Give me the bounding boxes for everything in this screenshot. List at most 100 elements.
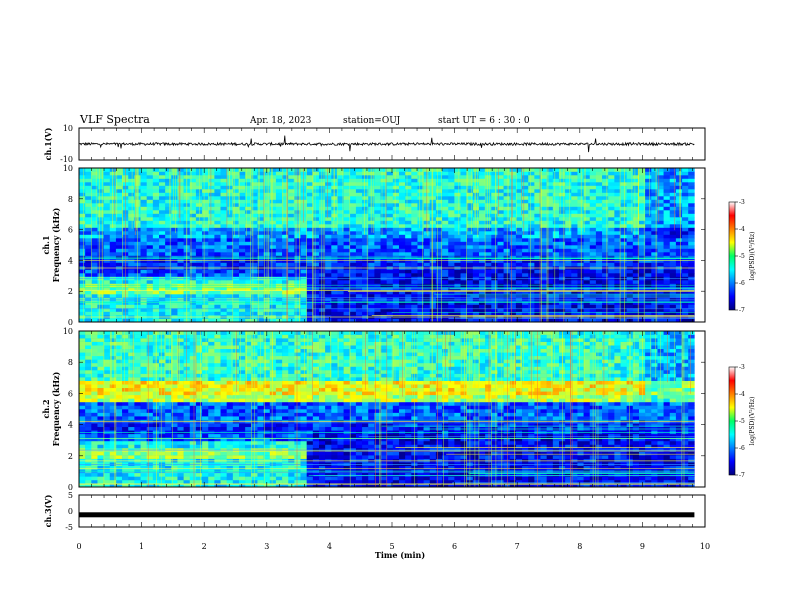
spectrogram-cell (688, 304, 695, 309)
spectrogram-cell (257, 231, 264, 235)
spectrogram-cell (620, 192, 627, 197)
spectrogram-cell (343, 262, 351, 267)
spectrogram-cell (651, 311, 658, 316)
spectrogram-cell (682, 259, 689, 263)
spectrogram-cell (140, 238, 147, 242)
spectrogram-cell (202, 231, 209, 235)
spectrogram-cell (417, 227, 424, 232)
spectrogram-cell (602, 178, 609, 183)
spectrogram-cell (528, 252, 535, 256)
spectrogram-cell (435, 238, 443, 242)
spectrogram-cell (663, 227, 671, 232)
spectrogram-cell (491, 297, 498, 302)
spectrogram-cell (540, 227, 547, 232)
spectrogram-cell (159, 269, 166, 274)
spectrogram-cell (442, 248, 449, 253)
spectrogram-cell (503, 210, 511, 214)
spectrogram-cell (528, 182, 535, 186)
spectrogram-cell (614, 203, 621, 207)
spectrogram-cell (195, 304, 203, 309)
spectrogram-cell (152, 273, 160, 277)
spectrogram-cell (454, 297, 461, 302)
spectrogram-cell (331, 220, 338, 225)
spectrogram-cell (325, 227, 332, 232)
spectrogram-cell (682, 217, 689, 221)
spectrogram-cell (245, 168, 252, 172)
ch1-ytick-top: 10 (63, 124, 73, 133)
spectrogram-cell (238, 287, 246, 291)
spectrogram-cell (152, 189, 160, 193)
spectrogram-cell (442, 210, 449, 214)
spectrogram-cell (515, 238, 523, 242)
spectrogram-cell (675, 196, 683, 200)
spectrogram-cell (429, 479, 437, 484)
spectrogram-cell (103, 206, 111, 211)
spectrogram-cell (595, 189, 603, 193)
spectrogram-cell (97, 192, 104, 197)
spectrogram-cell (589, 234, 597, 239)
spectrogram-cell (435, 262, 443, 267)
spectrogram-cell (522, 290, 529, 295)
spectrogram-cell (442, 311, 449, 316)
spectrogram-cell (349, 178, 357, 183)
spectrogram-cell (374, 175, 381, 179)
spectrogram-cell (522, 241, 529, 246)
spectrogram-cell (485, 308, 492, 312)
spectrogram-cell (331, 483, 338, 488)
spectrogram-cell (189, 308, 197, 312)
spectrogram-cell (275, 224, 283, 228)
spectrogram-cell (466, 196, 474, 200)
spectrogram-cell (306, 217, 314, 221)
spectrogram-cell (300, 273, 307, 277)
spectrogram-cell (171, 248, 178, 253)
spectrogram-cell (282, 227, 289, 232)
spectrogram-cell (522, 248, 529, 253)
spectrogram-cell (288, 196, 295, 200)
spectrogram-cell (491, 304, 498, 309)
spectrogram-cell (435, 294, 443, 298)
spectrogram-cell (620, 234, 627, 239)
spectrogram-cell (245, 262, 252, 267)
spectrogram-cell (663, 245, 671, 249)
spectrogram-cell (300, 245, 307, 249)
spectrogram-cell (405, 308, 412, 312)
spectrogram-cell (435, 479, 443, 484)
spectrogram-cell (546, 203, 554, 207)
spectrogram-cell (294, 248, 301, 253)
spectrogram-cell (478, 245, 486, 249)
spectrogram-cell (159, 168, 166, 172)
spectrogram-cell (208, 217, 215, 221)
spectrogram-cell (657, 220, 664, 225)
spectrogram-cell (232, 224, 240, 228)
spectrogram-cell (257, 203, 264, 207)
spectrogram-cell (257, 220, 264, 225)
spectrogram-cell (349, 220, 357, 225)
spectrogram-cell (663, 483, 671, 488)
spectrogram-cell (177, 238, 184, 242)
spectrogram-cell (232, 217, 240, 221)
spectrogram-cell (282, 241, 289, 246)
spectrogram-cell (602, 168, 609, 172)
spectrogram-cell (325, 231, 332, 235)
spectrogram-cell (386, 479, 394, 484)
spectrogram-cell (460, 175, 467, 179)
spectrogram-cell (657, 217, 664, 221)
spectrogram-cell (337, 189, 344, 193)
spectrogram-cell (288, 269, 295, 274)
spectrogram-cell (97, 199, 104, 204)
spectrogram-cell (405, 227, 412, 232)
spectrogram-cell (466, 234, 474, 239)
spectrogram-cell (232, 248, 240, 253)
spectrogram-cell (386, 189, 394, 193)
spectrogram-cell (522, 273, 529, 277)
spectrogram-cell (571, 192, 578, 197)
spectrogram-cell (306, 234, 314, 239)
spectrogram-cell (103, 273, 111, 277)
spectrogram-cell (362, 308, 369, 312)
spectrogram-cell (245, 241, 252, 246)
spectrogram-cell (577, 227, 584, 232)
spectrogram-cell (620, 213, 627, 218)
spectrogram-cell (386, 168, 394, 172)
spectrogram-cell (423, 238, 431, 242)
ch1-colorbar-label: log(PSD)(V²/Hz) (749, 232, 756, 281)
